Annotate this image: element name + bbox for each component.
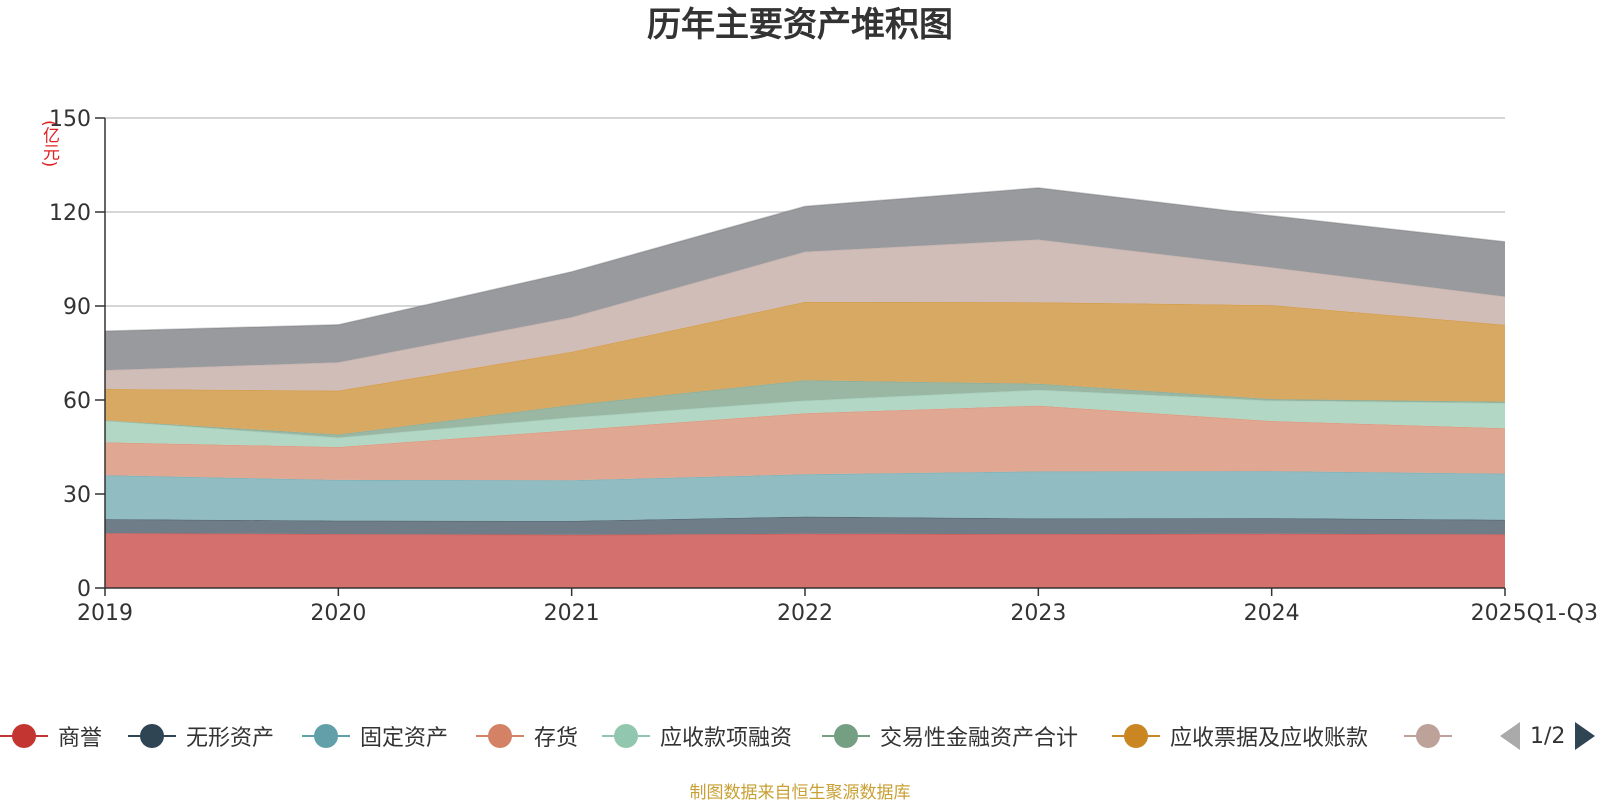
legend-label: 固定资产 <box>360 726 449 751</box>
area-4[interactable] <box>105 405 1505 481</box>
x-tick-label: 2023 <box>1010 601 1066 626</box>
y-tick-label: 150 <box>49 107 91 132</box>
legend-label: 应收票据及应收账款 <box>1170 726 1369 751</box>
area-series <box>104 187 1506 588</box>
legend-pager: 1/2 <box>1500 716 1596 756</box>
x-tick-label: 2022 <box>777 601 833 626</box>
legend-marker-icon <box>128 716 176 756</box>
legend-marker-icon <box>1404 716 1452 756</box>
legend-marker-icon <box>822 716 870 756</box>
area-5[interactable] <box>105 390 1505 447</box>
legend-item[interactable]: 固定资产 <box>302 716 448 756</box>
legend-marker-icon <box>476 716 524 756</box>
x-tick-label: 2021 <box>544 601 600 626</box>
legend-label: 交易性金融资产合计 <box>880 726 1079 751</box>
legend-item[interactable]: 应收款项融资 <box>602 716 792 756</box>
legend-marker-icon <box>1112 716 1160 756</box>
y-tick-label: 90 <box>63 295 91 320</box>
area-1[interactable] <box>105 533 1505 588</box>
legend-marker-icon <box>0 716 48 756</box>
legend: 商誉 无形资产 固定资产 存货 应收款项融资 交易性金融资产合计 应收票据及应收账款 <box>0 716 1600 756</box>
y-tick-label: 120 <box>49 201 91 226</box>
legend-marker-icon <box>302 716 350 756</box>
legend-label: 无形资产 <box>186 726 275 751</box>
y-tick-label: 60 <box>63 389 91 414</box>
y-axis-unit-label: (亿元) <box>39 120 59 168</box>
legend-label: 商誉 <box>58 726 103 751</box>
area-9[interactable] <box>105 187 1505 371</box>
y-tick-label: 30 <box>63 483 91 508</box>
tick-labels: 0 30 60 90 120 150 2019 2020 2021 2022 2023 2024 202… <box>49 107 1598 626</box>
legend-label: 存货 <box>534 726 579 751</box>
legend-next-arrow-icon[interactable] <box>1575 722 1596 750</box>
x-tick-label: 2025Q1-Q3 <box>1471 601 1598 626</box>
legend-marker-icon <box>602 716 650 756</box>
y-tick-label: 0 <box>77 577 91 602</box>
x-tick-label: 2024 <box>1244 601 1300 626</box>
chart-title: 历年主要资产堆积图 <box>647 5 953 45</box>
legend-item[interactable]: 无形资产 <box>128 716 274 756</box>
axes <box>95 117 1506 596</box>
x-tick-label: 2019 <box>77 601 133 626</box>
stacked-area-chart: 0 30 60 90 120 150 2019 2020 2021 2022 2023 2024 202… <box>49 107 1598 626</box>
legend-item[interactable]: 商誉 <box>0 716 102 756</box>
area-6[interactable] <box>105 380 1505 438</box>
legend-item[interactable] <box>1404 716 1452 756</box>
area-line-9 <box>104 187 1506 332</box>
legend-page-indicator: 1/2 <box>1530 723 1566 749</box>
data-source-note: 制图数据来自恒生聚源数据库 <box>689 783 911 803</box>
legend-item[interactable]: 应收票据及应收账款 <box>1112 716 1368 756</box>
x-tick-label: 2020 <box>310 601 366 626</box>
legend-item[interactable]: 交易性金融资产合计 <box>822 716 1078 756</box>
legend-item[interactable]: 存货 <box>476 716 578 756</box>
area-7[interactable] <box>105 301 1505 435</box>
area-8[interactable] <box>105 239 1505 391</box>
legend-label: 应收款项融资 <box>660 726 793 751</box>
area-3[interactable] <box>105 471 1505 521</box>
area-2[interactable] <box>105 516 1505 535</box>
legend-prev-arrow-icon[interactable] <box>1500 722 1520 750</box>
